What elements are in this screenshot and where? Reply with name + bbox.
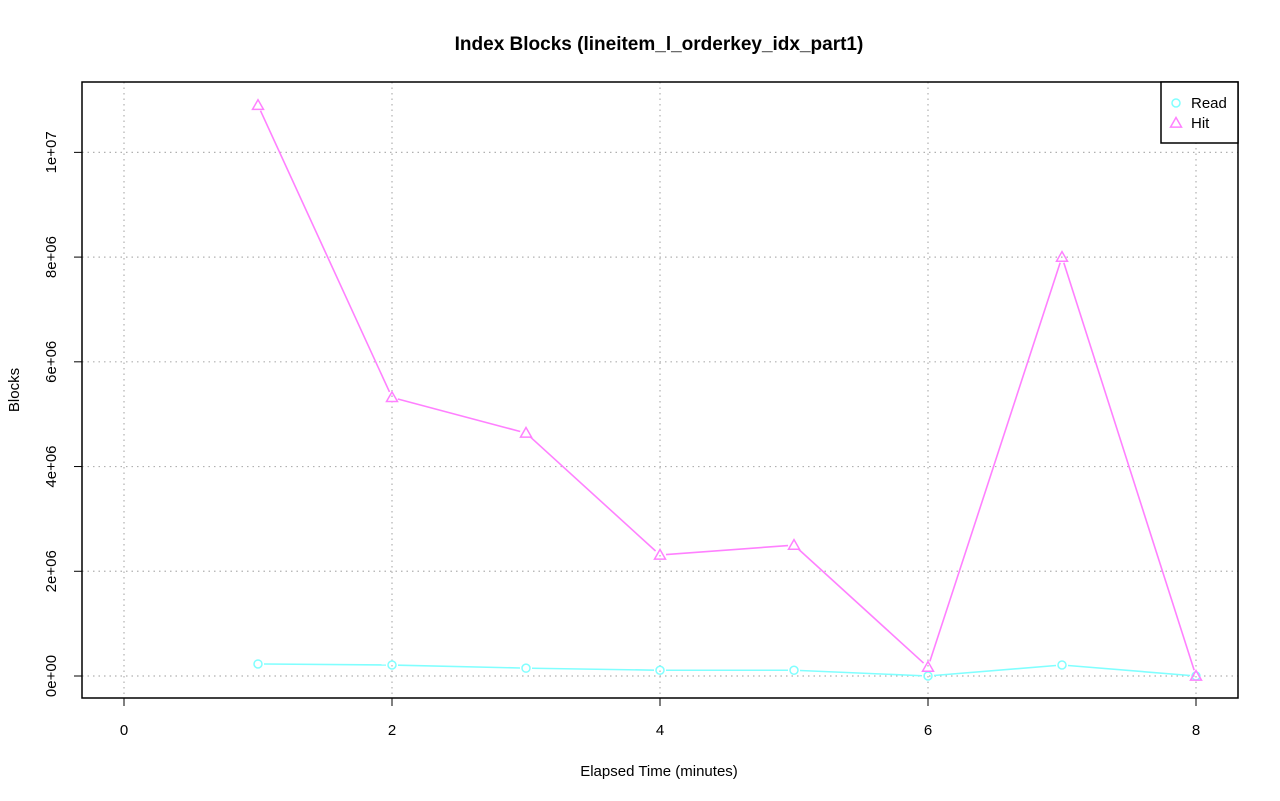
y-tick-label: 8e+06 — [43, 236, 60, 278]
x-tick-label: 6 — [924, 722, 932, 739]
x-tick-label: 4 — [656, 722, 664, 739]
legend: Read Hit — [1160, 81, 1239, 144]
hit-line-segment — [929, 262, 1061, 662]
x-axis-label: Elapsed Time (minutes) — [580, 763, 738, 780]
hit-point — [921, 660, 935, 672]
y-tick-label: 0e+00 — [43, 655, 60, 697]
legend-label-hit: Hit — [1191, 115, 1210, 132]
legend-box — [1160, 81, 1239, 144]
series-group — [251, 98, 1203, 681]
read-line-segment — [263, 663, 387, 666]
hit-point — [1055, 250, 1069, 262]
x-tick-label: 8 — [1192, 722, 1200, 739]
hit-line-segment — [259, 110, 391, 393]
hit-line-segment — [665, 544, 789, 556]
hit-line-segment — [1063, 262, 1195, 671]
hit-line-segment — [797, 548, 925, 664]
read-point — [923, 671, 933, 681]
hit-point — [653, 548, 667, 560]
hit-point — [1189, 668, 1203, 681]
hit-line-segment — [397, 398, 521, 433]
x-axis: 0 2 4 6 8 — [120, 698, 1200, 739]
read-point — [521, 663, 531, 673]
legend-marker-hit — [1169, 115, 1183, 128]
y-axis-label: Blocks — [6, 368, 23, 412]
hit-point — [787, 538, 801, 550]
read-line-segment — [531, 667, 655, 671]
y-tick-label: 6e+06 — [43, 341, 60, 383]
y-axis: 0e+00 2e+06 4e+06 6e+06 8e+06 1e+07 — [43, 131, 82, 697]
read-point — [253, 659, 263, 669]
hit-point — [251, 98, 265, 111]
read-line-segment — [799, 669, 923, 677]
hit-point — [385, 390, 399, 403]
read-point — [1057, 660, 1067, 670]
read-point — [387, 660, 397, 670]
read-line-segment — [933, 664, 1057, 677]
x-tick-label: 2 — [388, 722, 396, 739]
hit-line-segment — [529, 436, 657, 552]
legend-label-read: Read — [1191, 95, 1227, 112]
grid-lines — [82, 82, 1238, 698]
read-line-segment — [1067, 664, 1191, 677]
y-tick-label: 2e+06 — [43, 550, 60, 592]
read-point — [655, 665, 665, 675]
x-tick-label: 0 — [120, 722, 128, 739]
chart-title: Index Blocks (lineitem_l_orderkey_idx_pa… — [455, 34, 864, 55]
y-tick-label: 4e+06 — [43, 445, 60, 487]
legend-marker-read — [1171, 98, 1181, 108]
read-point — [789, 665, 799, 675]
series-hit — [251, 98, 1203, 681]
read-line-segment — [397, 664, 521, 669]
series-read — [253, 659, 1201, 681]
hit-point — [519, 426, 533, 438]
y-tick-label: 1e+07 — [43, 131, 60, 173]
